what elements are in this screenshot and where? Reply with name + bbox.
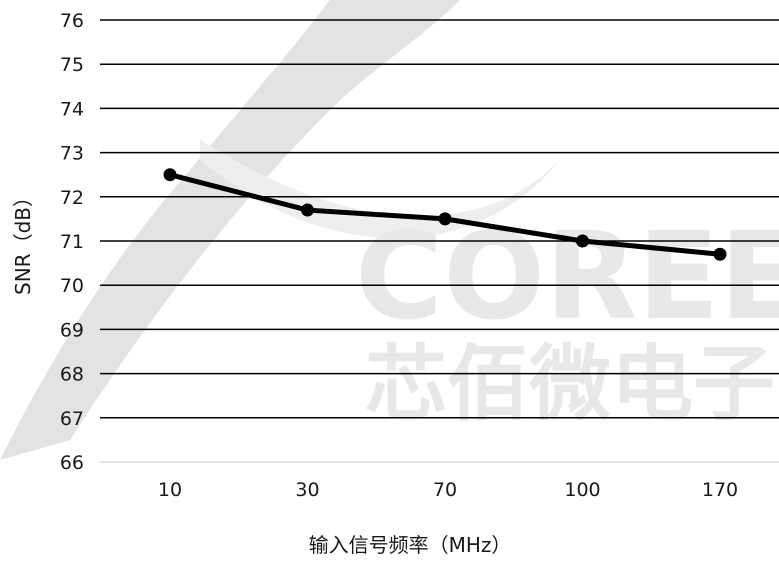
watermark-logo: COREE 芯佰微电子 xyxy=(0,0,779,460)
x-tick-label: 10 xyxy=(158,479,182,501)
data-point-70 xyxy=(438,212,452,226)
y-tick-label: 72 xyxy=(60,187,84,209)
series-group xyxy=(163,168,727,261)
watermark-latin-text: COREE xyxy=(355,208,779,347)
x-tick-label: 30 xyxy=(295,479,319,501)
y-tick-label: 74 xyxy=(60,98,84,120)
x-tick-label: 100 xyxy=(564,479,600,501)
y-tick-label: 76 xyxy=(60,10,84,32)
y-axis-ticks: 66 67 68 69 70 71 72 73 74 75 76 xyxy=(60,10,84,474)
data-point-30 xyxy=(301,203,314,217)
y-tick-label: 70 xyxy=(60,275,84,297)
data-point-170 xyxy=(713,247,727,261)
y-tick-label: 75 xyxy=(60,54,84,76)
y-tick-label: 73 xyxy=(60,143,84,165)
y-tick-label: 69 xyxy=(60,319,84,341)
data-point-100 xyxy=(576,234,589,248)
y-tick-label: 66 xyxy=(60,452,84,474)
gridlines xyxy=(100,19,779,463)
x-axis-title: 输入信号频率（MHz） xyxy=(309,533,512,557)
y-axis-title: SNR（dB） xyxy=(11,187,35,295)
y-tick-label: 68 xyxy=(60,364,84,386)
watermark-chinese-text: 芯佰微电子 xyxy=(365,337,775,432)
x-tick-label: 70 xyxy=(433,479,457,501)
y-tick-label: 67 xyxy=(60,408,84,430)
x-tick-label: 170 xyxy=(702,479,738,501)
watermark-swoosh xyxy=(0,0,460,460)
watermark-swoosh-band xyxy=(200,140,560,239)
x-axis-ticks: 10 30 70 100 170 xyxy=(158,479,738,501)
y-tick-label: 71 xyxy=(60,231,84,253)
data-point-10 xyxy=(163,168,177,182)
